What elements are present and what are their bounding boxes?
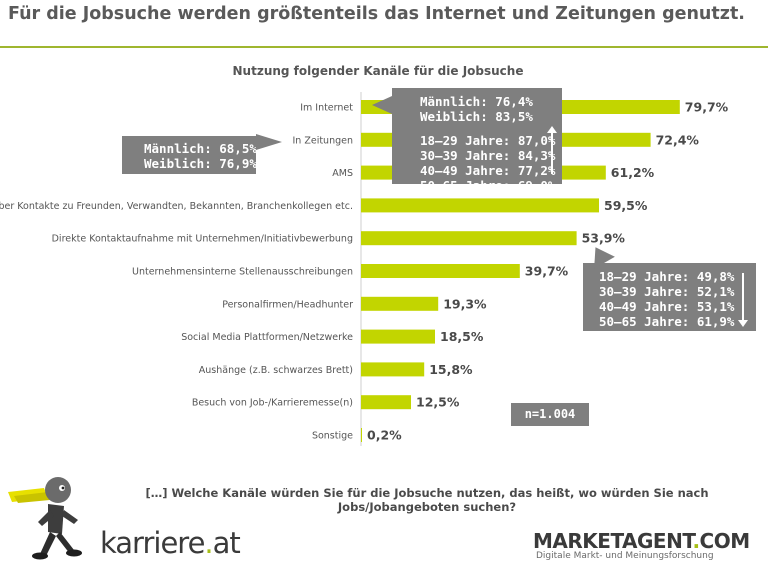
data-label: 18,5% bbox=[440, 329, 484, 344]
bar bbox=[361, 362, 424, 376]
data-label: 72,4% bbox=[656, 132, 700, 147]
category-label: Direkte Kontaktaufnahme mit Unternehmen/… bbox=[52, 234, 353, 245]
callout-unternehmen: 18–29 Jahre: 49,8% 30–39 Jahre: 52,1% 40… bbox=[583, 263, 756, 331]
data-label: 15,8% bbox=[429, 362, 473, 377]
callout-zeitungen-line: Weiblich: 76,9% bbox=[144, 156, 256, 171]
category-label: Social Media Plattformen/Netzwerke bbox=[181, 332, 353, 343]
data-label: 0,2% bbox=[367, 428, 402, 443]
data-label: 39,7% bbox=[525, 264, 569, 279]
callout-internet: Männlich: 76,4% Weiblich: 83,5% 18–29 Ja… bbox=[392, 88, 562, 184]
callout-internet-pointer bbox=[372, 96, 392, 114]
callout-zeitungen: Männlich: 68,5% Weiblich: 76,9% bbox=[122, 136, 256, 174]
bar bbox=[361, 198, 599, 212]
callout-internet-age-line: 40–49 Jahre: 77,2% bbox=[420, 163, 562, 178]
sample-size-badge: n=1.004 bbox=[511, 403, 589, 426]
category-label: AMS bbox=[332, 168, 353, 179]
category-label: Unternehmensinterne Stellenausschreibung… bbox=[132, 267, 353, 278]
arrow-down-icon bbox=[742, 273, 744, 321]
chart-title: Nutzung folgender Kanäle für die Jobsuch… bbox=[233, 64, 524, 78]
data-label: 61,2% bbox=[611, 165, 655, 180]
callout-zeitungen-line: Männlich: 68,5% bbox=[144, 141, 256, 156]
karriere-logo-main: karriere bbox=[100, 526, 204, 560]
callout-internet-age-line: 50–65 Jahre: 69,0% bbox=[420, 178, 562, 193]
category-label: Sonstige bbox=[312, 431, 353, 442]
karriere-logo: karriere.at bbox=[100, 526, 240, 560]
marketagent-tagline: Digitale Markt- und Meinungsforschung bbox=[536, 551, 714, 561]
bar bbox=[361, 395, 411, 409]
karriere-logo-tld: at bbox=[213, 526, 240, 560]
marketagent-logo-main: MARKETAGENT bbox=[533, 529, 692, 553]
category-label: Über Kontakte zu Freunden, Verwandten, B… bbox=[0, 201, 353, 212]
category-label: Personalfirmen/Headhunter bbox=[222, 299, 353, 310]
karriere-logo-dot: . bbox=[204, 526, 212, 560]
bar bbox=[361, 297, 438, 311]
marketagent-logo: MARKETAGENT.COM bbox=[533, 529, 750, 553]
callout-unternehmen-age-line: 18–29 Jahre: 49,8% bbox=[599, 269, 756, 284]
callout-unternehmen-age-line: 30–39 Jahre: 52,1% bbox=[599, 284, 756, 299]
marketagent-logo-dot: . bbox=[692, 529, 699, 553]
data-label: 79,7% bbox=[685, 100, 729, 115]
data-label: 12,5% bbox=[416, 395, 460, 410]
bar bbox=[361, 330, 435, 344]
data-label: 59,5% bbox=[604, 198, 648, 213]
survey-question: […] Welche Kanäle würden Sie für die Job… bbox=[92, 486, 762, 514]
bar-chart: Nutzung folgender Kanäle für die Jobsuch… bbox=[0, 0, 768, 460]
arrow-up-icon bbox=[551, 132, 553, 174]
runner-mascot-icon bbox=[4, 470, 88, 562]
marketagent-logo-tld: COM bbox=[700, 529, 750, 553]
bar bbox=[361, 231, 577, 245]
category-label: Im Internet bbox=[300, 103, 353, 114]
callout-unternehmen-age-line: 40–49 Jahre: 53,1% bbox=[599, 299, 756, 314]
callout-unternehmen-age-line: 50–65 Jahre: 61,9% bbox=[599, 314, 756, 329]
callout-zeitungen-pointer bbox=[256, 134, 282, 150]
callout-internet-age-line: 18–29 Jahre: 87,0% bbox=[420, 133, 562, 148]
bar bbox=[361, 264, 520, 278]
callout-internet-age-line: 30–39 Jahre: 84,3% bbox=[420, 148, 562, 163]
data-label: 19,3% bbox=[443, 296, 487, 311]
category-label: In Zeitungen bbox=[293, 135, 354, 146]
callout-internet-line: Männlich: 76,4% bbox=[420, 94, 562, 109]
callout-internet-line: Weiblich: 83,5% bbox=[420, 109, 562, 124]
category-label: Besuch von Job-/Karrieremesse(n) bbox=[192, 398, 353, 409]
category-label: Aushänge (z.B. schwarzes Brett) bbox=[199, 365, 353, 376]
bar bbox=[361, 428, 362, 442]
